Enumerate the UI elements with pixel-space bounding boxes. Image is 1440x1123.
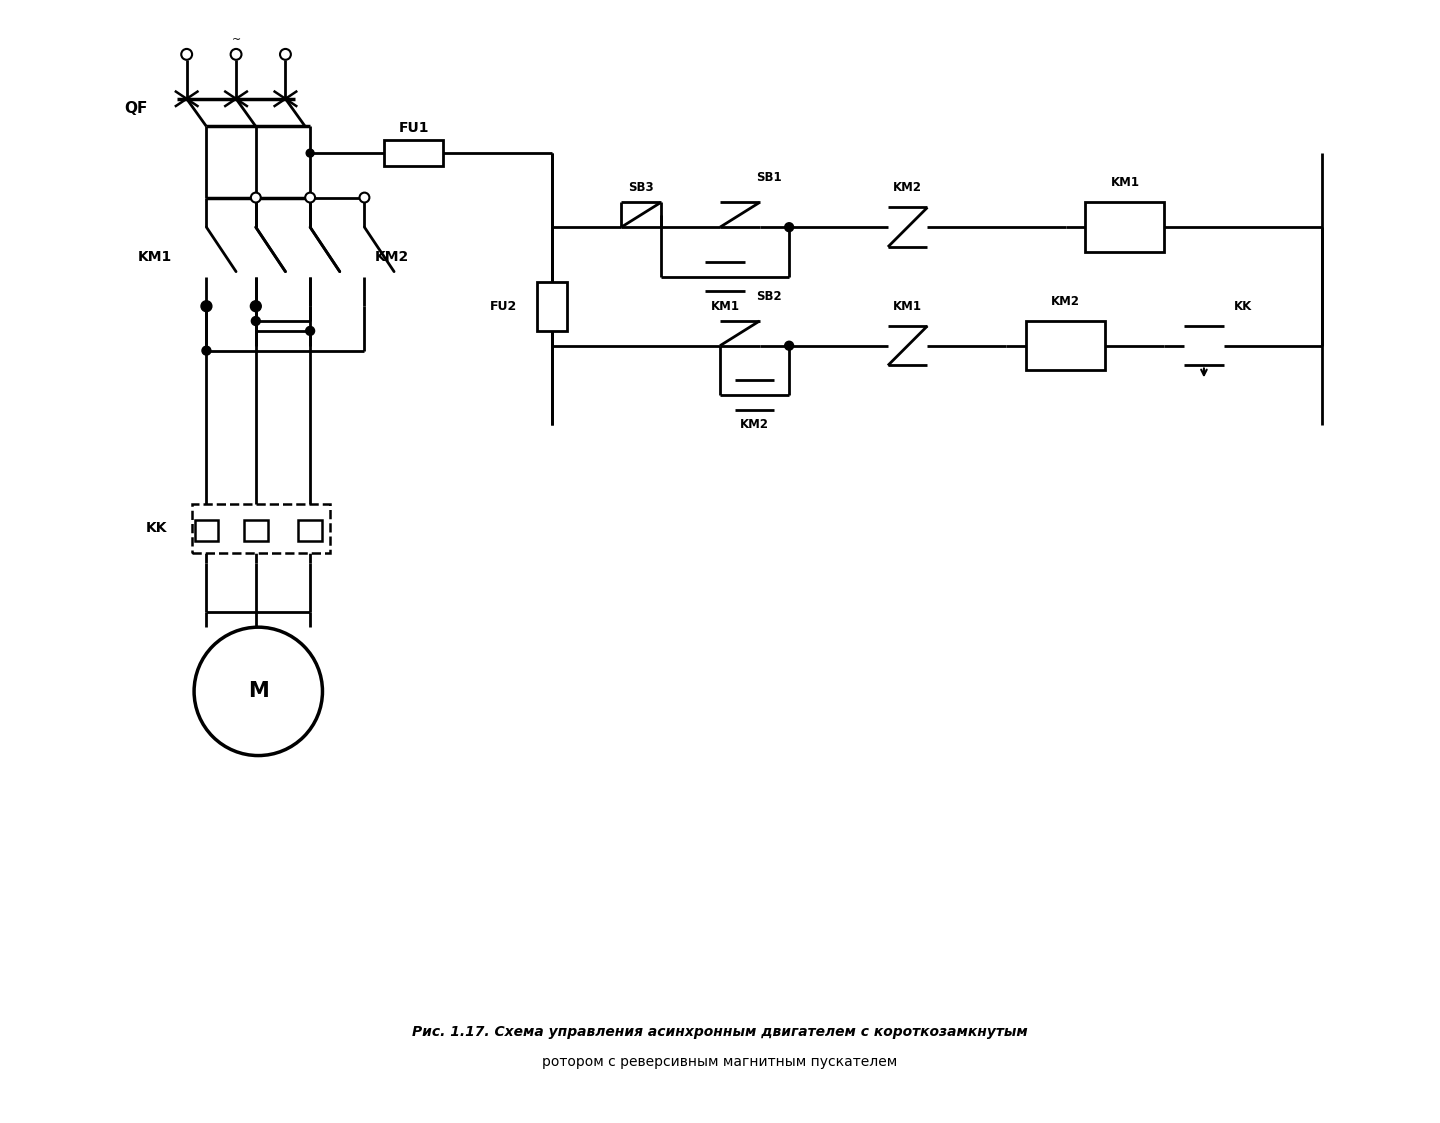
Bar — [1027, 321, 1104, 371]
Circle shape — [305, 193, 315, 202]
Bar — [243, 520, 268, 541]
Text: SB2: SB2 — [756, 290, 782, 303]
Text: Рис. 1.17. Схема управления асинхронным двигателем с короткозамкнутым: Рис. 1.17. Схема управления асинхронным … — [412, 1025, 1028, 1039]
Text: SB3: SB3 — [628, 181, 654, 194]
Text: FU2: FU2 — [490, 300, 517, 312]
Text: ротором с реверсивным магнитным пускателем: ротором с реверсивным магнитным пускател… — [543, 1054, 897, 1069]
Text: KM1: KM1 — [710, 300, 739, 312]
Text: KM2: KM2 — [740, 418, 769, 431]
Circle shape — [252, 317, 261, 326]
Text: KM2: KM2 — [893, 181, 922, 194]
Circle shape — [785, 341, 793, 350]
Text: KM1: KM1 — [1110, 176, 1139, 190]
Text: KM2: KM2 — [1051, 294, 1080, 308]
Bar — [384, 140, 444, 166]
Text: KK: KK — [1234, 300, 1253, 312]
Text: KM1: KM1 — [893, 300, 922, 312]
Bar — [298, 520, 323, 541]
Text: KM1: KM1 — [138, 249, 171, 264]
Text: QF: QF — [124, 101, 147, 116]
Text: KK: KK — [145, 521, 167, 536]
Circle shape — [360, 193, 370, 202]
Bar — [192, 504, 330, 554]
Circle shape — [202, 346, 210, 355]
Circle shape — [230, 49, 242, 60]
Bar — [537, 282, 567, 331]
Circle shape — [307, 149, 314, 157]
Text: M: M — [248, 682, 269, 702]
Bar — [1086, 202, 1165, 252]
Circle shape — [251, 301, 261, 311]
Circle shape — [279, 49, 291, 60]
Circle shape — [194, 627, 323, 756]
Circle shape — [305, 327, 314, 336]
Text: ~: ~ — [232, 35, 240, 45]
Circle shape — [785, 222, 793, 231]
Text: SB1: SB1 — [756, 172, 782, 184]
Text: KM2: KM2 — [374, 249, 409, 264]
Text: FU1: FU1 — [399, 121, 429, 136]
Bar — [194, 520, 219, 541]
Circle shape — [251, 193, 261, 202]
Circle shape — [202, 301, 212, 311]
Circle shape — [181, 49, 192, 60]
